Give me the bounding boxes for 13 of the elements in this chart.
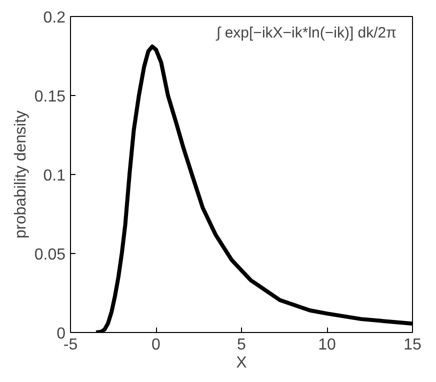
x-axis-title: X — [236, 354, 248, 372]
y-tick-label: 0.05 — [34, 246, 66, 264]
y-axis-title: probability density — [12, 110, 30, 239]
y-tick-label: 0 — [56, 326, 66, 342]
x-tick-label: 15 — [404, 336, 422, 354]
y-tick-label: 0.2 — [43, 10, 66, 26]
x-tick-label: 0 — [152, 336, 161, 354]
x-tick-label: 10 — [318, 336, 336, 354]
y-tick-label: 0.1 — [43, 168, 66, 184]
y-tick-label: 0.15 — [34, 88, 66, 106]
annotation: ∫ exp[−ikX−ik*ln(−ik)] dk/2π — [216, 24, 397, 42]
x-tick-label: -5 — [63, 336, 78, 354]
x-tick-label: 5 — [237, 336, 246, 354]
